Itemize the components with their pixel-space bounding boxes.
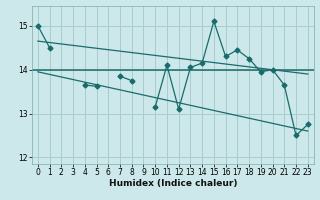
X-axis label: Humidex (Indice chaleur): Humidex (Indice chaleur) (108, 179, 237, 188)
